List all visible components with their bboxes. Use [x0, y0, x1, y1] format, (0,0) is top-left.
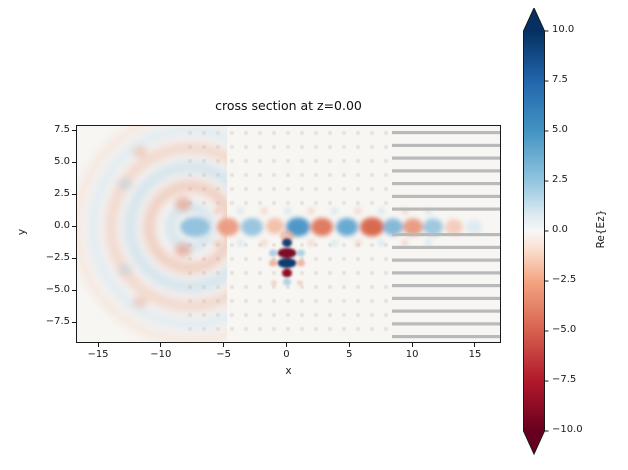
- colorbar-tick-label: −5.0: [552, 324, 577, 335]
- colorbar-tick-label: 5.0: [552, 124, 568, 135]
- x-tick-label: −15: [87, 349, 109, 360]
- x-tick-mark: [97, 343, 99, 347]
- y-tick-mark: [72, 161, 76, 163]
- y-tick-label: 7.5: [54, 123, 70, 135]
- x-tick-mark: [474, 343, 476, 347]
- x-tick-label: −10: [150, 349, 172, 360]
- colorbar-tick-label: 0.0: [552, 224, 568, 235]
- y-tick-mark: [72, 225, 76, 227]
- x-tick-label: 5: [346, 349, 353, 360]
- x-tick-label: 0: [283, 349, 290, 360]
- x-tick-mark: [285, 343, 287, 347]
- colorbar: [523, 8, 549, 456]
- y-tick-mark: [72, 257, 76, 259]
- radiation-rings: [77, 126, 227, 342]
- colorbar-bar: [523, 8, 545, 456]
- plot-canvas: [76, 125, 501, 343]
- y-tick-mark: [72, 321, 76, 323]
- source-stack: [269, 230, 305, 286]
- y-tick-mark: [72, 193, 76, 195]
- colorbar-label: Re{Ez}: [595, 209, 607, 249]
- x-tick-label: 15: [468, 349, 482, 360]
- colorbar-tick-label: 10.0: [552, 24, 575, 35]
- y-tick-label: −5.0: [45, 283, 70, 295]
- x-tick-mark: [160, 343, 162, 347]
- y-tick-label: 0.0: [54, 219, 70, 231]
- grating-slabs: [392, 131, 500, 339]
- x-tick-mark: [411, 343, 413, 347]
- x-axis-label: x: [285, 365, 292, 377]
- colorbar-tick-label: 2.5: [552, 174, 568, 185]
- field-heatmap: [77, 126, 500, 342]
- y-tick-mark: [72, 129, 76, 131]
- radiation-lobes: [118, 146, 191, 308]
- y-tick-mark: [72, 289, 76, 291]
- y-tick-label: −2.5: [45, 251, 70, 263]
- colorbar-tick-label: −10.0: [552, 424, 583, 435]
- plot-title: cross section at z=0.00: [215, 98, 362, 113]
- x-tick-mark: [348, 343, 350, 347]
- waveguide-mode-lobes: [180, 217, 482, 237]
- y-tick-label: 2.5: [54, 187, 70, 199]
- colorbar-tick-label: −2.5: [552, 274, 577, 285]
- y-tick-label: −7.5: [45, 315, 70, 327]
- colorbar-tick-label: −7.5: [552, 374, 577, 385]
- y-axis-label: y: [16, 228, 28, 236]
- y-tick-label: 5.0: [54, 155, 70, 167]
- x-tick-label: 10: [405, 349, 419, 360]
- x-tick-mark: [223, 343, 225, 347]
- colorbar-tick-label: 7.5: [552, 74, 568, 85]
- x-tick-label: −5: [216, 349, 232, 360]
